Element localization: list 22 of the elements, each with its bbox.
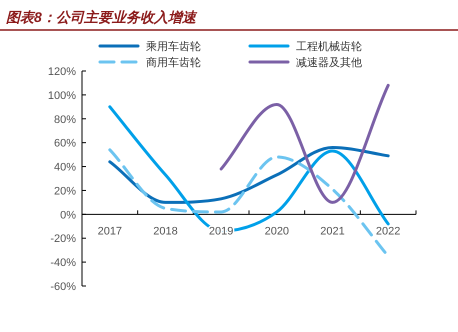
y-tick-label: 120% xyxy=(48,66,76,78)
y-tick-label: 100% xyxy=(48,90,76,102)
legend-label: 乘用车齿轮 xyxy=(146,40,201,53)
line-series xyxy=(220,84,390,204)
legend-label: 减速器及其他 xyxy=(296,56,362,69)
legend-label: 商用车齿轮 xyxy=(146,56,201,69)
x-tick-label: 2020 xyxy=(264,225,290,238)
chart-title: 图表8：公司主要业务收入增速 xyxy=(6,9,198,25)
y-tick-label: -20% xyxy=(50,233,76,246)
x-tick-label: 2018 xyxy=(153,225,178,238)
x-tick-label: 2017 xyxy=(98,225,122,238)
y-tick-label: 80% xyxy=(54,114,76,126)
y-tick-label: -40% xyxy=(50,257,76,270)
y-tick-label: 0% xyxy=(60,209,76,222)
line-series xyxy=(108,146,390,204)
y-tick-label: 40% xyxy=(54,162,76,174)
x-tick-label: 2021 xyxy=(320,225,345,238)
y-tick-label: 60% xyxy=(54,138,76,150)
y-tick-label: -60% xyxy=(50,281,76,293)
legend-label: 工程机械齿轮 xyxy=(296,40,362,53)
y-tick-label: 20% xyxy=(54,185,76,198)
x-tick-label: 2022 xyxy=(376,225,400,238)
